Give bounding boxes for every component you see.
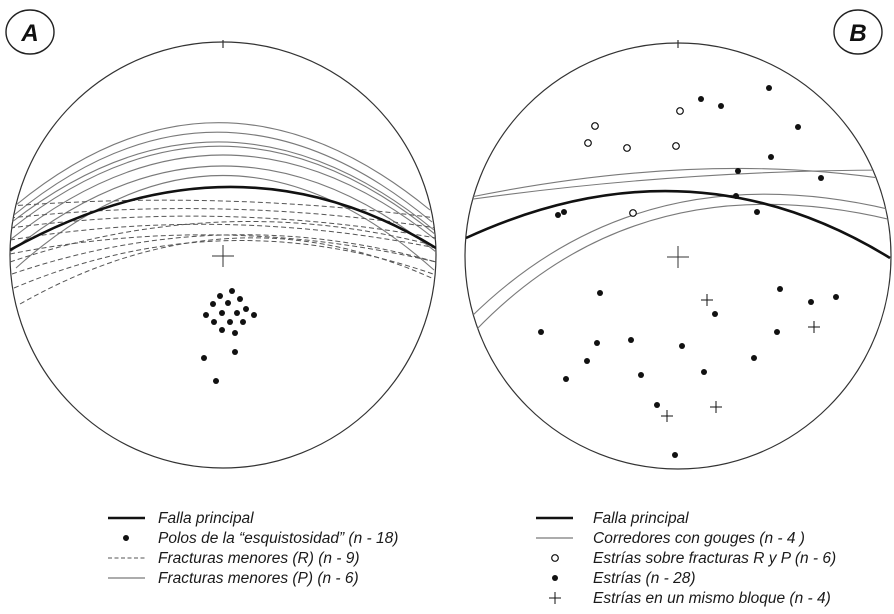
legend-b-label-corredores: Corredores con gouges (n - 4 )	[593, 530, 805, 547]
legend-b-label-mismo-bloque: Estrías en un mismo bloque (n - 4)	[593, 590, 831, 607]
center-cross-b	[667, 246, 689, 268]
legend-b-item-estrias: Estrías (n - 28)	[552, 570, 696, 587]
legend-a-item-fracturas-r: Fracturas menores (R) (n - 9)	[108, 550, 360, 567]
legend-a-label-polos: Polos de la “esquistosidad” (n - 18)	[158, 530, 398, 547]
legend-b: Falla principal Corredores con gouges (n…	[536, 510, 836, 607]
panel-a-letter: A	[20, 20, 38, 47]
legend-b-label-falla: Falla principal	[593, 510, 689, 527]
stereonet-b	[464, 40, 892, 470]
panel-b-letter: B	[849, 20, 866, 47]
panel-b-letter-badge: B	[833, 9, 883, 55]
stereonet-a	[9, 40, 437, 469]
falla-principal-a	[10, 185, 436, 252]
polos-esquistosidad-a	[201, 288, 257, 384]
panel-b: B	[464, 9, 892, 607]
legend-a-label-fracturas-p: Fracturas menores (P) (n - 6)	[158, 570, 359, 587]
panel-a: A	[5, 9, 437, 587]
legend-a-item-falla: Falla principal	[108, 510, 254, 527]
legend-a-item-fracturas-p: Fracturas menores (P) (n - 6)	[108, 570, 359, 587]
center-cross-a	[212, 245, 234, 267]
estrias-mismo-bloque-b	[661, 294, 820, 422]
legend-b-label-estrias-rp: Estrías sobre fracturas R y P (n - 6)	[593, 550, 836, 567]
legend-b-item-estrias-rp: Estrías sobre fracturas R y P (n - 6)	[551, 550, 836, 567]
fracturas-r-a	[10, 199, 436, 305]
legend-b-item-corredores: Corredores con gouges (n - 4 )	[536, 530, 805, 547]
estrias-fracturas-rp-b	[584, 107, 684, 217]
legend-a-label-fracturas-r: Fracturas menores (R) (n - 9)	[158, 550, 360, 567]
legend-b-label-estrias: Estrías (n - 28)	[593, 570, 696, 587]
panel-a-letter-badge: A	[5, 9, 55, 55]
estrias-b	[538, 85, 839, 458]
corredores-gouges-b	[465, 167, 891, 331]
falla-principal-b	[465, 189, 891, 260]
legend-a-label-falla: Falla principal	[158, 510, 254, 527]
legend-b-item-falla: Falla principal	[536, 510, 689, 527]
legend-a: Falla principal Polos de la “esquistosid…	[108, 510, 398, 587]
fracturas-p-a	[10, 122, 436, 271]
legend-b-item-mismo-bloque: Estrías en un mismo bloque (n - 4)	[549, 590, 831, 607]
legend-a-item-polos: Polos de la “esquistosidad” (n - 18)	[123, 530, 398, 547]
